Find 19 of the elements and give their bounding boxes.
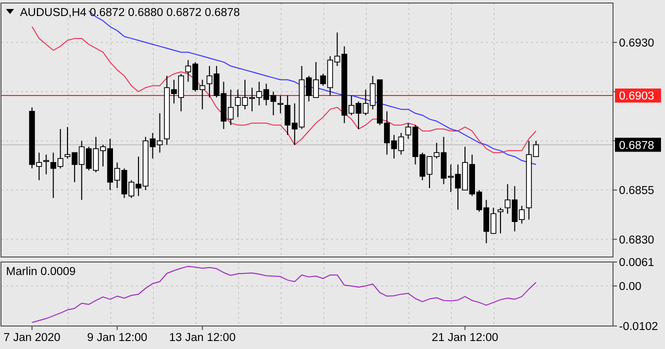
candlestick	[498, 207, 504, 234]
line-series	[88, 10, 536, 165]
x-tick-label: 21 Jan 12:00	[432, 332, 498, 344]
y-tick-label: 0.6855	[619, 185, 654, 198]
candlestick	[278, 95, 284, 114]
chart-title: AUDUSD,H4 0.6872 0.6880 0.6872 0.6878	[20, 7, 240, 19]
y-tick-label: 0.6830	[619, 234, 654, 246]
x-tick-label: 7 Jan 2020	[4, 332, 60, 344]
ref-line-label: 0.6878	[619, 140, 654, 152]
x-tick-label: 13 Jan 12:00	[169, 332, 236, 344]
candlestick	[43, 154, 50, 175]
y-tick-label: 0.0061	[619, 257, 654, 270]
y-tick-label: 0.00	[619, 280, 642, 293]
y-tick-label: -0.0102	[619, 321, 658, 334]
y-tick-label: 0.6930	[619, 37, 654, 50]
chart-title: Marlin 0.0009	[6, 266, 76, 278]
ref-line-label: 0.6903	[619, 90, 654, 103]
x-tick-label: 9 Jan 12:00	[87, 332, 148, 344]
line-series	[32, 26, 536, 154]
